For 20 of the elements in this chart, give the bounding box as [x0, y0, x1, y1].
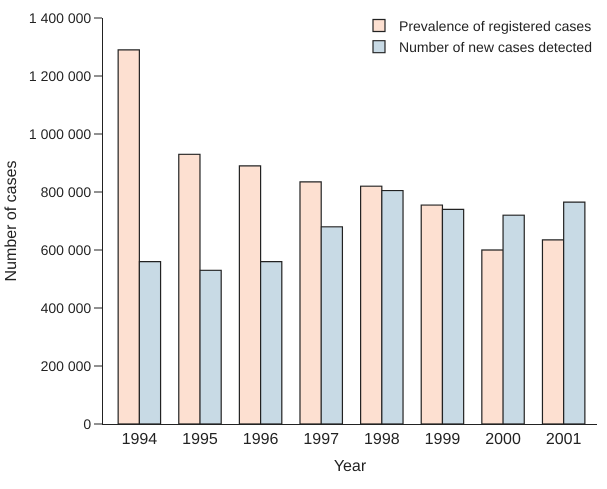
x-tick-label: 2001 [546, 431, 582, 448]
x-tick-label: 1998 [364, 431, 400, 448]
y-tick-label: 200 000 [40, 358, 92, 374]
y-tick-label: 800 000 [40, 184, 92, 200]
y-tick-label: 0 [83, 416, 92, 432]
x-axis-title: Year [334, 458, 367, 475]
y-axis-title: Number of cases [2, 160, 20, 282]
x-tick-label: 1994 [122, 431, 158, 448]
x-tick-label: 1999 [424, 431, 460, 448]
y-tick-label: 600 000 [40, 242, 92, 258]
y-tick-label: 1 400 000 [28, 10, 92, 26]
x-tick-label: 1997 [303, 431, 340, 448]
legend-label: Prevalence of registered cases [399, 18, 592, 34]
x-tick-label: 1995 [182, 431, 218, 448]
legend-label: Number of new cases detected [399, 39, 592, 56]
y-tick-label: 400 000 [40, 300, 92, 316]
x-tick-label: 2000 [485, 431, 521, 448]
y-tick-label: 1 000 000 [28, 126, 92, 142]
x-tick-label: 1996 [242, 431, 278, 448]
y-tick-label: 1 200 000 [28, 68, 92, 84]
